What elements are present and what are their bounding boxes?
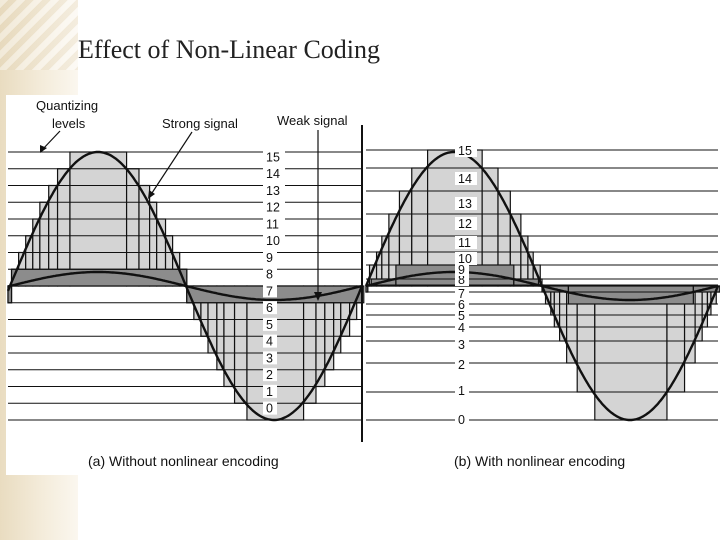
panel-a-level-label: 10	[266, 234, 280, 248]
panel-a-level-label-bg	[263, 351, 277, 365]
panel-b-level-label: 6	[458, 298, 465, 312]
panel-a-level-label-bg	[263, 150, 285, 164]
panel-a-level-label-bg	[263, 217, 285, 231]
panel-a-level-label-bg	[263, 317, 277, 331]
panel-a-level-label: 0	[266, 402, 273, 416]
panel-b-level-label: 7	[458, 287, 465, 301]
quantization-figure: 0 1 2 3 4 5 6 7 8 9 10 11 12 13 14 15 0 1 2 3 4 5 6 7 8 9 10 11 12 13…	[6, 95, 720, 475]
panel-a-level-label: 12	[266, 201, 280, 215]
panel-b-weak-signal-wave	[365, 270, 719, 302]
panel-b-level-label: 3	[458, 338, 465, 352]
panel-a-level-label: 1	[266, 385, 273, 399]
panel-a-level-label: 11	[266, 217, 279, 231]
panel-b-level-label-bg	[455, 321, 469, 334]
panel-a-level-label: 14	[266, 167, 280, 181]
panel-b-level-label-bg	[455, 172, 477, 185]
panel-b-level-label-bg	[455, 144, 477, 157]
panel-b-level-label-bg	[455, 298, 469, 311]
panel-a-strong-step	[56, 168, 71, 287]
panel-a-level-label-bg	[263, 301, 277, 315]
panel-a-strong-signal-wave	[6, 150, 364, 422]
panel-b-level-label-bg	[455, 384, 469, 397]
panel-b-level-label-bg	[455, 309, 469, 322]
panel-a-level-label-bg	[263, 167, 285, 181]
panel-b-level-label-bg	[455, 273, 469, 286]
panel-a-level-label: 8	[266, 268, 273, 282]
panel-a-level-label: 2	[266, 368, 273, 382]
panel-b-level-label-bg	[455, 413, 469, 426]
quantizing-levels-label: Quantizing	[36, 98, 98, 113]
panel-b-level-label-bg	[455, 358, 469, 371]
weak-signal-arrowhead	[314, 292, 322, 301]
strong-signal-arrow	[149, 131, 193, 197]
caption-panel-b: (b) With nonlinear encoding	[454, 453, 625, 469]
panel-a-level-label: 4	[266, 335, 273, 349]
panel-b-level-label: 1	[458, 384, 465, 398]
panel-a-level-label-bg	[263, 250, 277, 264]
quantizing-levels-label-2: levels	[52, 116, 86, 131]
panel-b-level-label: 11	[458, 236, 471, 250]
panel-b-level-label-bg	[455, 287, 469, 300]
panel-a-weak-signal-wave	[7, 270, 363, 302]
panel-b-level-label: 12	[458, 217, 472, 231]
slide-title: Effect of Non-Linear Coding	[78, 35, 381, 64]
panel-a-level-label-bg	[263, 284, 277, 298]
panel-b-level-label: 5	[458, 309, 465, 323]
quantizing-levels-arrowhead	[40, 145, 47, 153]
panel-b-level-label-bg	[455, 236, 477, 249]
panel-b-level-label-bg	[455, 197, 477, 210]
weak-signal-label: Weak signal	[277, 113, 348, 128]
panel-a-level-label-bg	[263, 200, 285, 214]
strong-signal-arrowhead	[148, 190, 155, 199]
panel-a-level-label: 6	[266, 301, 273, 315]
panel-b-level-label: 8	[458, 273, 465, 287]
panel-a-level-label-bg	[263, 183, 285, 197]
panel-a-level-label: 15	[266, 150, 280, 164]
panel-a-level-label-bg	[263, 234, 285, 248]
panel-b-level-label-bg	[455, 217, 477, 230]
panel-a-level-label-bg	[263, 384, 277, 398]
panel-a-level-label-bg	[263, 334, 277, 348]
panel-b-level-label: 13	[458, 197, 472, 211]
panel-a-strong-step	[233, 285, 248, 404]
panel-b-level-label: 15	[458, 144, 472, 158]
panel-a-strong-step	[125, 168, 140, 287]
panel-b-level-label: 2	[458, 358, 465, 372]
panel-b-strong-step	[594, 285, 668, 421]
panel-a-level-label: 5	[266, 318, 273, 332]
panel-b-level-label: 0	[458, 413, 465, 427]
panel-b-level-label: 9	[458, 263, 465, 277]
panel-a-level-label-bg	[263, 267, 277, 281]
panel-a-level-label: 13	[266, 184, 280, 198]
quantizing-levels-arrow	[41, 130, 61, 151]
strong-signal-label: Strong signal	[162, 116, 238, 131]
panel-b-level-label: 10	[458, 252, 472, 266]
panel-b-level-label: 14	[458, 172, 472, 186]
panel-b-level-label-bg	[455, 263, 469, 276]
panel-b-level-label-bg	[455, 338, 469, 351]
panel-a-level-label: 7	[266, 284, 273, 298]
quantization-diagram: 0123456789101112131415012345678910111213…	[6, 98, 720, 469]
panel-b-level-label-bg	[455, 252, 477, 265]
slide-decoration-corner	[0, 0, 78, 70]
panel-b-level-label: 4	[458, 321, 465, 335]
caption-panel-a: (a) Without nonlinear encoding	[88, 453, 279, 469]
panel-a-level-label: 3	[266, 351, 273, 365]
panel-a-level-label: 9	[266, 251, 273, 265]
panel-a-level-label-bg	[263, 401, 277, 415]
panel-a-level-label-bg	[263, 368, 277, 382]
